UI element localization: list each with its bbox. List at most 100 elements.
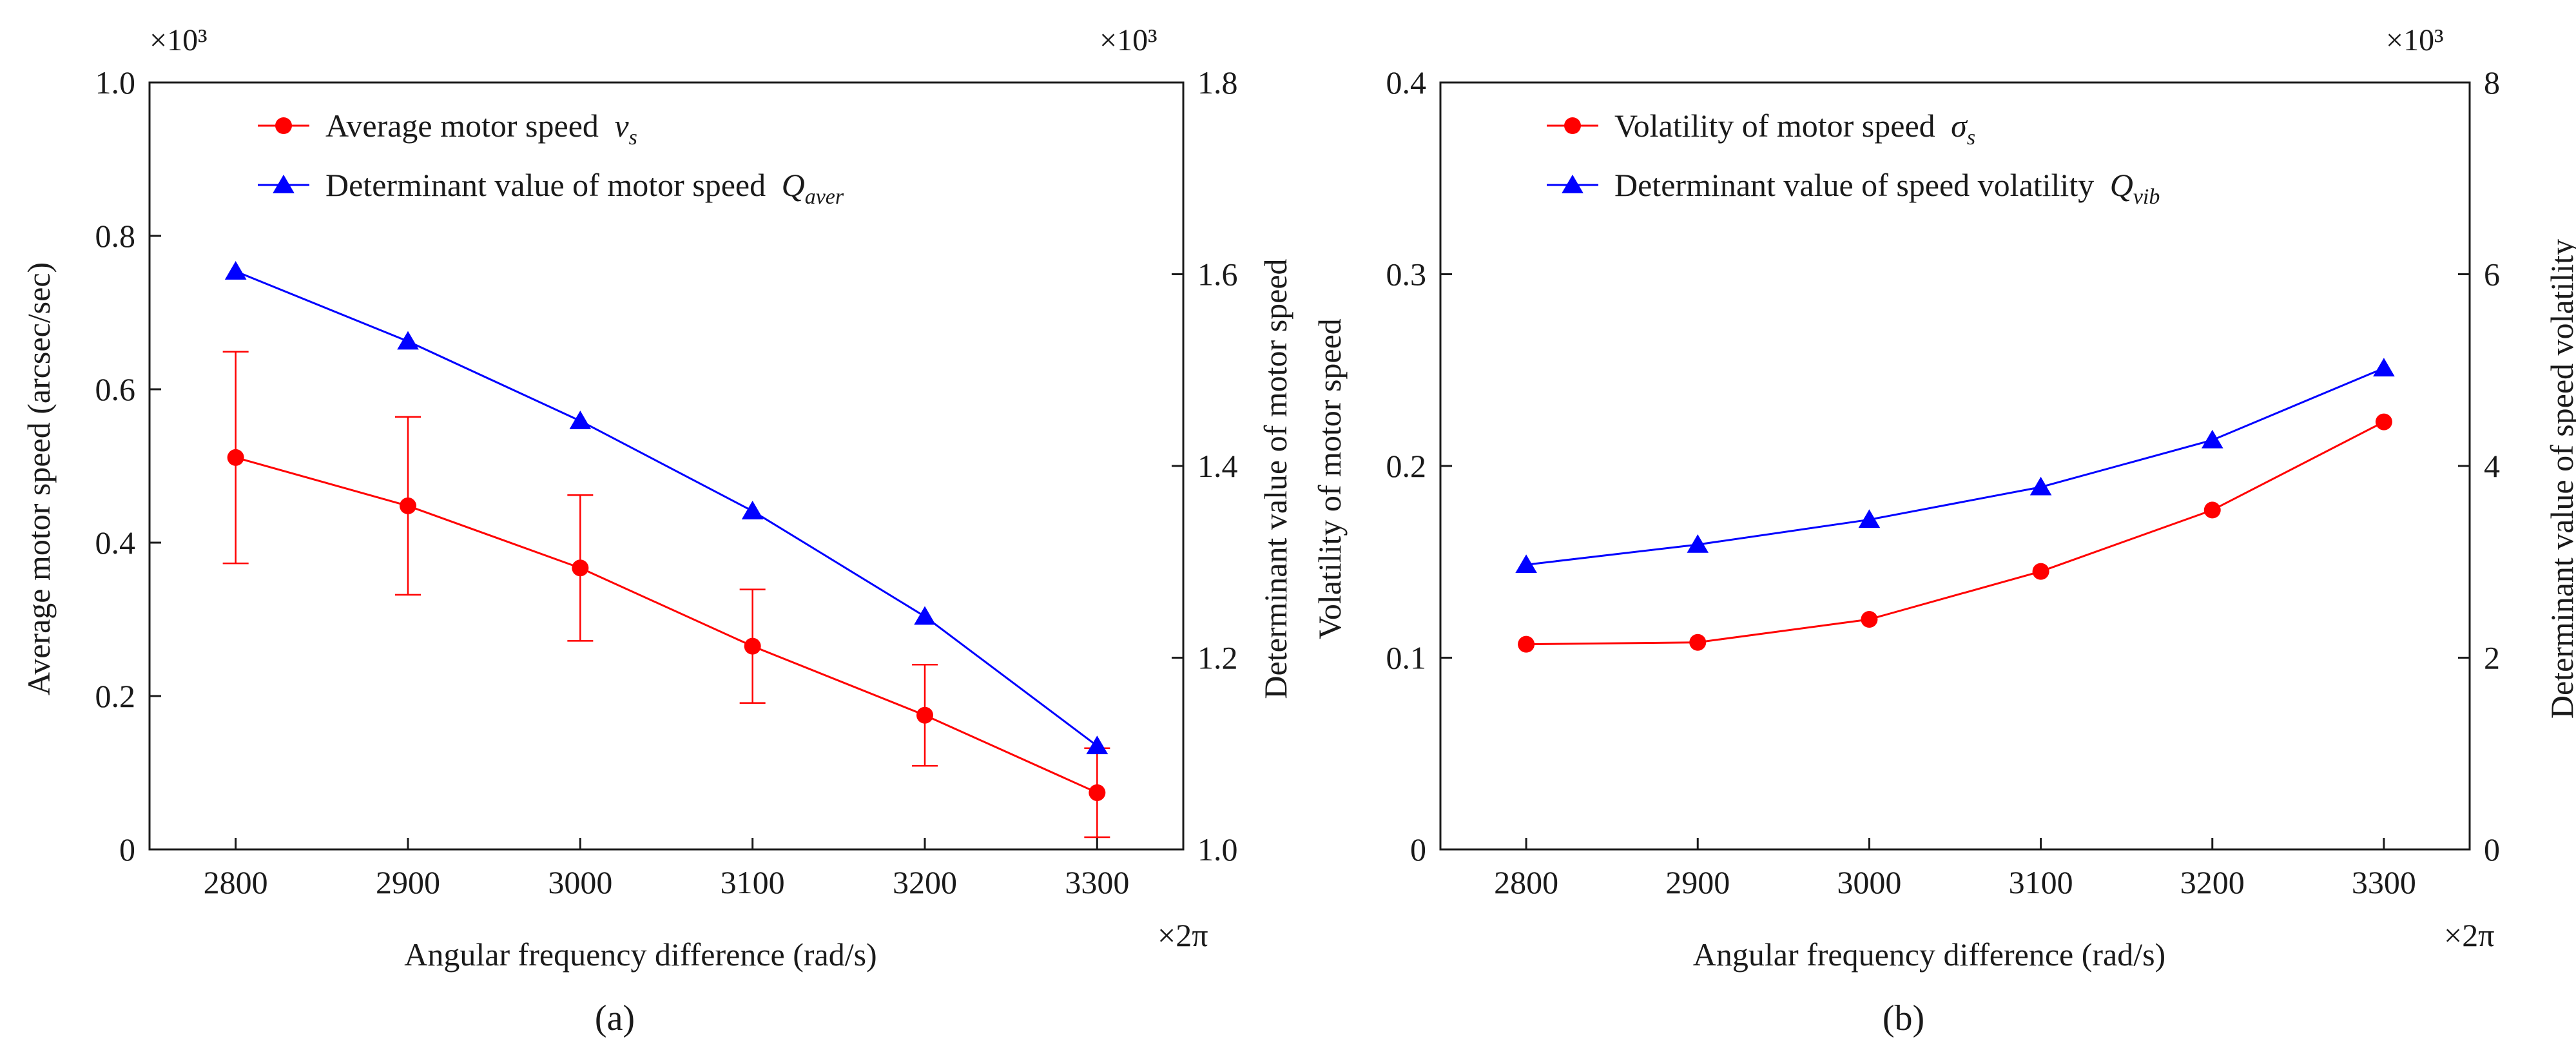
y-right-multiplier: ×10³ bbox=[2386, 23, 2443, 57]
series-left bbox=[222, 351, 1110, 838]
chart-caption: (a) bbox=[595, 998, 635, 1038]
legend-symbol: v bbox=[614, 108, 629, 144]
y-right-tick-label: 0 bbox=[2484, 831, 2500, 867]
x-tick-label: 3200 bbox=[2180, 864, 2245, 900]
y-right-tick-label: 1.8 bbox=[1197, 64, 1238, 101]
y-right-axis-label: Determinant value of speed volatility bbox=[2544, 239, 2576, 719]
x-multiplier: ×2π bbox=[1157, 917, 1208, 953]
data-point bbox=[2375, 413, 2392, 431]
y-right-tick-label: 1.0 bbox=[1197, 831, 1238, 867]
legend-subscript: s bbox=[629, 126, 637, 150]
y-left-tick-label: 0.2 bbox=[1386, 448, 1427, 484]
x-tick-label: 3300 bbox=[1065, 864, 1129, 900]
legend-name: Determinant value of motor speed bbox=[325, 167, 774, 203]
y-left-tick-label: 0 bbox=[1410, 831, 1426, 867]
legend-entry: Average motor speed vs bbox=[258, 108, 637, 150]
y-right-tick-label: 4 bbox=[2484, 448, 2500, 484]
legend-label: Determinant value of speed volatility Qv… bbox=[1614, 167, 2160, 209]
x-tick-label: 2800 bbox=[204, 864, 268, 900]
data-point bbox=[2029, 476, 2052, 496]
x-axis-label: Angular frequency difference (rad/s) bbox=[404, 936, 876, 973]
y-right-tick-label: 2 bbox=[2484, 640, 2500, 676]
legend-marker bbox=[273, 175, 295, 193]
y-left-tick-label: 0.2 bbox=[95, 678, 136, 714]
legend-label: Determinant value of motor speed Qaver bbox=[325, 167, 844, 209]
legend-entry: Determinant value of motor speed Qaver bbox=[258, 167, 844, 209]
data-point bbox=[1689, 634, 1707, 651]
y-right-tick-label: 1.2 bbox=[1197, 640, 1238, 676]
legend-symbol: Q bbox=[782, 167, 805, 203]
data-point bbox=[1089, 784, 1106, 801]
y-right-multiplier: ×10³ bbox=[1099, 23, 1157, 57]
y-left-tick-label: 0.6 bbox=[95, 371, 136, 407]
data-point bbox=[1858, 509, 1881, 528]
y-right-axis-label: Determinant value of motor speed bbox=[1257, 258, 1293, 699]
y-left-tick-label: 0.1 bbox=[1386, 640, 1427, 676]
data-point bbox=[741, 500, 764, 519]
data-point bbox=[227, 449, 244, 466]
y-right-tick-label: 1.4 bbox=[1197, 448, 1238, 484]
y-left-tick-label: 0 bbox=[119, 831, 135, 867]
x-tick-label: 3300 bbox=[2352, 864, 2416, 900]
legend-subscript: vib bbox=[2133, 185, 2160, 209]
data-point bbox=[1515, 554, 1537, 574]
data-point bbox=[572, 559, 589, 577]
legend-marker bbox=[1562, 175, 1583, 193]
x-tick-label: 3000 bbox=[1837, 864, 1901, 900]
x-tick-label: 3200 bbox=[893, 864, 957, 900]
series-right bbox=[1515, 358, 2395, 574]
series-line bbox=[235, 270, 1098, 747]
y-right-tick-label: 8 bbox=[2484, 64, 2500, 101]
y-left-axis-label: Volatility of motor speed bbox=[1312, 318, 1348, 639]
data-point bbox=[914, 606, 936, 625]
x-multiplier: ×2π bbox=[2444, 917, 2494, 953]
data-point bbox=[2032, 563, 2049, 580]
chart-b: 2800 2900 3000 3100 3200 3300 0 0.1 0.2 0.3 0.4 0 2 4… bbox=[1312, 23, 2576, 1038]
data-point bbox=[2203, 501, 2221, 519]
x-tick-label: 2900 bbox=[1665, 864, 1730, 900]
y-left-axis-label: Average motor speed (arcsec/sec) bbox=[21, 262, 57, 695]
x-tick-label: 3000 bbox=[548, 864, 612, 900]
x-axis-label: Angular frequency difference (rad/s) bbox=[1693, 936, 2165, 973]
legend-label: Average motor speed vs bbox=[325, 108, 637, 150]
y-right-tick-label: 6 bbox=[2484, 257, 2500, 293]
data-point bbox=[1086, 735, 1109, 755]
series-line bbox=[235, 456, 1098, 794]
data-point bbox=[916, 706, 933, 724]
chart-caption: (b) bbox=[1883, 998, 1924, 1038]
x-tick-label: 3100 bbox=[2009, 864, 2073, 900]
x-tick-label: 2900 bbox=[376, 864, 440, 900]
data-point bbox=[400, 497, 416, 514]
data-point bbox=[2373, 358, 2395, 377]
legend-label: Volatility of motor speed σs bbox=[1614, 108, 1975, 150]
x-tick-label: 3100 bbox=[721, 864, 785, 900]
series-line bbox=[1526, 421, 2385, 646]
data-point bbox=[2201, 429, 2223, 449]
data-point bbox=[224, 261, 247, 280]
data-point bbox=[744, 637, 761, 655]
series-right bbox=[224, 261, 1109, 755]
chart-a: 2800 2900 3000 3100 3200 3300 0 0.2 0.4 0.6 0.8 1.0… bbox=[21, 23, 1293, 1038]
legend-marker bbox=[1564, 117, 1581, 134]
legend-entry: Determinant value of speed volatility Qv… bbox=[1547, 167, 2160, 209]
x-tick-label: 2800 bbox=[1494, 864, 1558, 900]
legend-subscript: aver bbox=[805, 185, 844, 209]
legend-symbol: σ bbox=[1951, 108, 1968, 144]
data-point bbox=[397, 331, 419, 350]
legend-name: Volatility of motor speed bbox=[1614, 108, 1943, 144]
data-point bbox=[1518, 635, 1535, 653]
y-right-tick-label: 1.6 bbox=[1197, 257, 1238, 293]
series-line bbox=[1525, 367, 2385, 566]
y-left-multiplier: ×10³ bbox=[150, 23, 207, 57]
y-left-tick-label: 0.3 bbox=[1386, 257, 1427, 293]
data-point bbox=[1861, 611, 1878, 628]
y-left-tick-label: 0.4 bbox=[95, 525, 136, 561]
data-point bbox=[569, 411, 592, 429]
legend-subscript: s bbox=[1967, 126, 1975, 150]
series-left bbox=[1518, 413, 2392, 653]
legend-name: Determinant value of speed volatility bbox=[1614, 167, 2102, 203]
y-left-tick-label: 1.0 bbox=[95, 64, 136, 101]
y-left-tick-label: 0.4 bbox=[1386, 64, 1427, 101]
legend-symbol: Q bbox=[2110, 167, 2133, 203]
